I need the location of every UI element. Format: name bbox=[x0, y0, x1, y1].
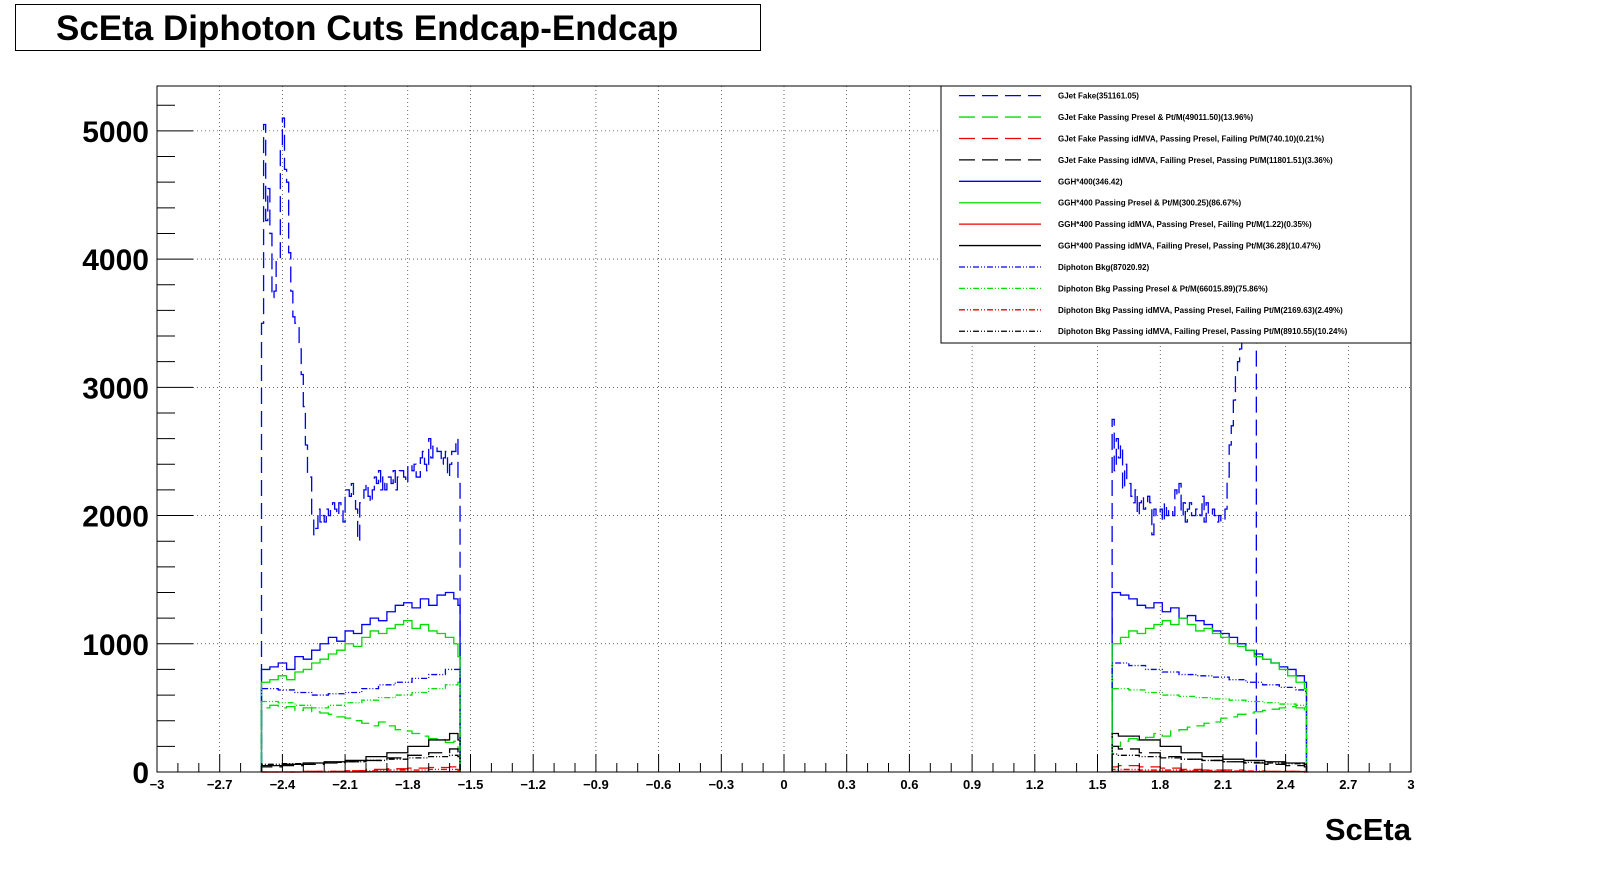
legend-entry: GJet Fake(351161.05) bbox=[1058, 92, 1139, 101]
x-tick-label: −0.3 bbox=[708, 777, 734, 792]
x-tick-label: −1.2 bbox=[520, 777, 546, 792]
x-tick-label: 0 bbox=[780, 777, 787, 792]
series-line-11 bbox=[260, 754, 461, 772]
series-line-4 bbox=[1111, 591, 1308, 772]
legend-box bbox=[940, 85, 1412, 344]
chart-title: ScEta Diphoton Cuts Endcap-Endcap bbox=[56, 9, 679, 48]
y-tick-label: 4000 bbox=[82, 244, 149, 277]
x-tick-label: −0.9 bbox=[583, 777, 609, 792]
legend-entry: GJet Fake Passing idMVA, Failing Presel,… bbox=[1058, 156, 1333, 165]
x-tick-label: 1.2 bbox=[1026, 777, 1044, 792]
series-line-5 bbox=[1111, 617, 1308, 772]
series-line-9 bbox=[1111, 688, 1308, 772]
series-line-5 bbox=[260, 620, 461, 772]
x-tick-label: −2.1 bbox=[332, 777, 358, 792]
series-line-0 bbox=[1111, 284, 1257, 772]
x-tick-label: −2.7 bbox=[207, 777, 233, 792]
legend-entry: GJet Fake Passing idMVA, Passing Presel,… bbox=[1058, 134, 1325, 143]
x-tick-label: −1.5 bbox=[458, 777, 484, 792]
x-tick-label: −3 bbox=[150, 777, 165, 792]
series-line-9 bbox=[260, 681, 461, 772]
legend-entry: GGH*400 Passing idMVA, Passing Presel, F… bbox=[1058, 220, 1312, 229]
series-line-1 bbox=[1111, 705, 1308, 772]
x-tick-label: 0.3 bbox=[838, 777, 856, 792]
y-tick-label: 3000 bbox=[82, 372, 149, 405]
x-tick-label: 2.1 bbox=[1214, 777, 1232, 792]
x-tick-label: −0.6 bbox=[646, 777, 672, 792]
x-tick-label: −2.4 bbox=[270, 777, 296, 792]
axes-group: −3 −2.7 −2.4 −2.1 −1.8 −1.5 −1.2 −0.9 −0.6 −0.3 0 0… bbox=[82, 104, 1415, 792]
x-tick-label: 2.7 bbox=[1339, 777, 1357, 792]
x-tick-label: 2.4 bbox=[1277, 777, 1296, 792]
series-line-11 bbox=[1111, 753, 1308, 772]
x-tick-label: 1.5 bbox=[1088, 777, 1106, 792]
x-tick-label: 3 bbox=[1407, 777, 1414, 792]
x-tick-label: 0.9 bbox=[963, 777, 981, 792]
series-line-0 bbox=[260, 117, 461, 772]
x-tick-label: −1.8 bbox=[395, 777, 421, 792]
legend-entry: GGH*400 Passing Presel & Pt/M(300.25)(86… bbox=[1058, 199, 1242, 208]
series-line-4 bbox=[260, 591, 461, 772]
x-tick-label: 1.8 bbox=[1151, 777, 1169, 792]
y-tick-label: 1000 bbox=[82, 629, 149, 662]
y-tick-label: 2000 bbox=[82, 501, 149, 534]
y-tick-label: 5000 bbox=[82, 116, 149, 149]
series-line-8 bbox=[1111, 662, 1308, 772]
y-tick-label: 0 bbox=[132, 757, 149, 790]
legend-entry: GGH*400 Passing idMVA, Failing Presel, P… bbox=[1058, 242, 1321, 251]
series-line-8 bbox=[260, 668, 461, 772]
x-tick-label: 0.6 bbox=[900, 777, 918, 792]
legend-entry: Diphoton Bkg(87020.92) bbox=[1058, 263, 1149, 272]
chart-title-box: ScEta Diphoton Cuts Endcap-Endcap bbox=[15, 4, 761, 51]
legend-entry: Diphoton Bkg Passing idMVA, Failing Pres… bbox=[1058, 327, 1348, 336]
legend-entry: GGH*400(346.42) bbox=[1058, 177, 1123, 186]
legend-entry: Diphoton Bkg Passing Presel & Pt/M(66015… bbox=[1058, 284, 1268, 293]
legend-entry: GJet Fake Passing Presel & Pt/M(49011.50… bbox=[1058, 113, 1254, 122]
legend: GJet Fake(351161.05) GJet Fake Passing Pr… bbox=[940, 85, 1412, 344]
x-axis-label: ScEta bbox=[1325, 812, 1412, 847]
legend-entry: Diphoton Bkg Passing idMVA, Passing Pres… bbox=[1058, 306, 1343, 315]
series-line-3 bbox=[1111, 745, 1308, 772]
